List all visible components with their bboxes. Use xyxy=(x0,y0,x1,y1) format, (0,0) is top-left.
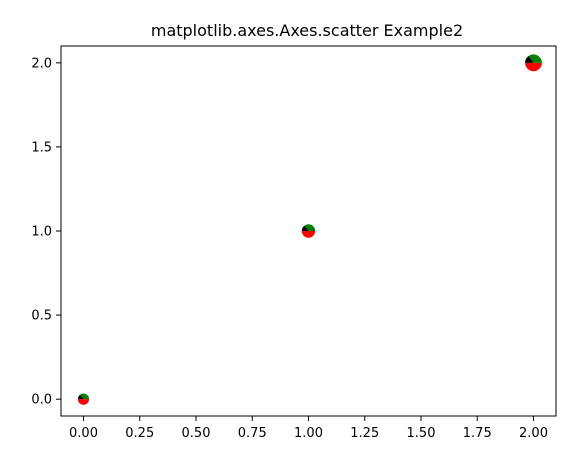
marker-wedge xyxy=(301,231,316,238)
y-tick-label: 0.0 xyxy=(31,393,52,408)
scatter-point xyxy=(301,224,316,238)
plot-area: 0.00 0.25 0.50 0.75 1.00 1.25 1.50 1.75 2.00 0.0 0… xyxy=(31,45,557,441)
chart-title: matplotlib.axes.Axes.scatter Example2 xyxy=(151,21,463,40)
x-tick-label: 0.75 xyxy=(238,426,267,441)
x-tick-label: 1.50 xyxy=(407,426,436,441)
x-tick-label: 0.00 xyxy=(69,426,98,441)
marker-wedge xyxy=(304,224,316,231)
marker-wedge xyxy=(528,54,542,63)
axes-frame xyxy=(60,45,557,417)
y-tick-label: 1.5 xyxy=(31,140,52,155)
marker-wedge xyxy=(525,62,542,72)
marker-wedge xyxy=(525,56,534,63)
marker-wedge xyxy=(77,394,84,400)
x-tick-label: 0.50 xyxy=(182,426,211,441)
x-tick-label: 2.00 xyxy=(519,426,548,441)
marker-wedge xyxy=(80,393,90,400)
y-tick-label: 2.0 xyxy=(31,56,52,71)
x-tick-label: 0.25 xyxy=(125,426,154,441)
x-tick-label: 1.75 xyxy=(463,426,492,441)
marker-wedge xyxy=(301,225,309,231)
scatter-point xyxy=(77,393,90,405)
marker-wedge xyxy=(77,399,90,405)
y-tick-label: 1.0 xyxy=(31,225,52,240)
x-tick-label: 1.00 xyxy=(294,426,323,441)
scatter-point xyxy=(525,54,542,72)
x-tick-label: 1.25 xyxy=(350,426,379,441)
y-tick-label: 0.5 xyxy=(31,309,52,324)
